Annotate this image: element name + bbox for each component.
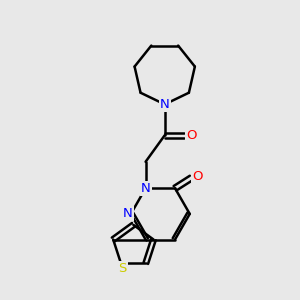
Text: O: O xyxy=(186,129,196,142)
Text: N: N xyxy=(160,98,169,111)
Text: N: N xyxy=(141,182,151,195)
Text: N: N xyxy=(123,207,133,220)
Text: S: S xyxy=(118,262,127,275)
Text: O: O xyxy=(193,170,203,183)
